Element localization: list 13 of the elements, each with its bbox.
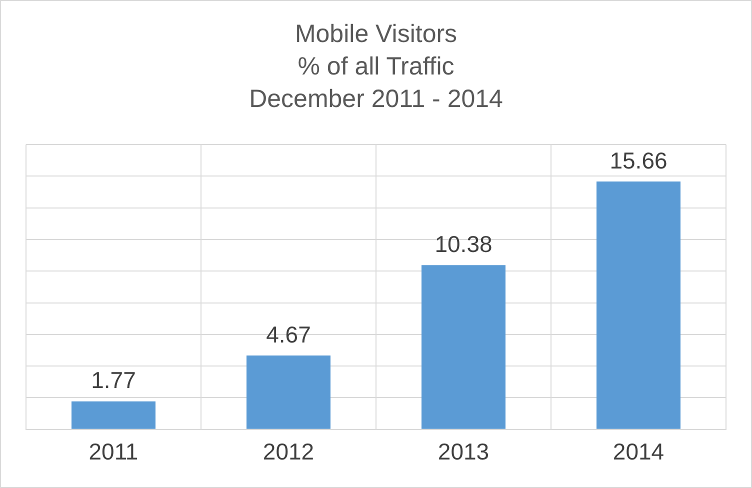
- chart-title: Mobile Visitors % of all Traffic December 2011 - 2014: [249, 20, 504, 114]
- data-label: 4.67: [266, 321, 311, 348]
- bar: [422, 265, 506, 429]
- bar: [72, 401, 156, 429]
- bar: [596, 182, 680, 429]
- x-tick-label: 2014: [612, 438, 664, 465]
- bar: [246, 355, 330, 429]
- data-label: 15.66: [610, 147, 668, 174]
- x-tick-label: 2011: [88, 438, 138, 465]
- data-label: 10.38: [434, 230, 492, 257]
- data-label: 1.77: [91, 367, 136, 394]
- x-tick-label: 2012: [262, 438, 314, 465]
- x-tick-label: 2013: [438, 438, 490, 465]
